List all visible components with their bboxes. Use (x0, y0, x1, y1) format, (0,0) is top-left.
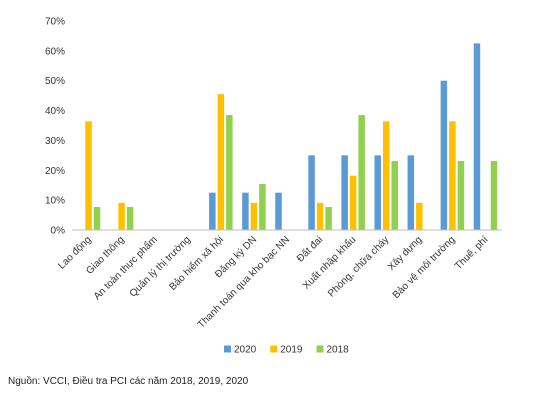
bar-2018 (226, 115, 233, 230)
bar-2019 (250, 202, 258, 230)
source-note: Nguồn: VCCI, Điều tra PCI các năm 2018, … (8, 376, 249, 387)
x-tick-label: Phòng, chữa cháy (326, 234, 391, 299)
y-tick-label: 50% (45, 76, 65, 87)
bar-2020 (242, 192, 249, 230)
bar-2019 (449, 121, 456, 230)
x-tick-label: Thuế, phí (452, 233, 491, 272)
bar-2018 (457, 161, 465, 230)
x-tick-label: Quản lý thị trường (128, 234, 193, 299)
bar-2020 (440, 80, 448, 230)
y-tick-label: 30% (45, 136, 65, 147)
y-tick-label: 60% (45, 46, 65, 57)
y-tick-label: 10% (45, 196, 65, 207)
bar-2020 (341, 155, 348, 230)
y-tick-label: 40% (45, 106, 65, 117)
bars (85, 43, 498, 231)
bar-2018 (126, 207, 134, 230)
bar-2020 (209, 192, 216, 230)
legend-swatch-2018 (316, 345, 324, 353)
bar-2020 (407, 155, 415, 230)
bar-2020 (275, 192, 282, 230)
bar-2019 (118, 202, 125, 230)
bar-2018 (490, 161, 498, 230)
legend-label-2020: 2020 (234, 345, 257, 356)
bar-2018 (259, 184, 266, 230)
legend: 2020 2019 2018 (224, 345, 349, 356)
bar-2019 (316, 202, 324, 230)
y-tick-label: 70% (45, 17, 65, 28)
y-tick-label: 20% (45, 166, 65, 177)
bar-2019 (416, 202, 423, 230)
bar-2018 (391, 161, 398, 230)
bar-2019 (382, 121, 390, 230)
bar-2020 (374, 155, 381, 230)
bar-2020 (473, 43, 481, 231)
bar-2019 (217, 94, 225, 231)
y-tick-label: 0% (51, 226, 66, 237)
y-axis: 0% 10% 20% 30% 40% 50% 60% 70% (45, 17, 65, 237)
bar-2019 (85, 121, 92, 230)
legend-swatch-2019 (270, 345, 278, 353)
bar-2019 (349, 175, 357, 230)
x-tick-label: Bảo vệ môi trường (391, 234, 458, 301)
bar-2018 (325, 207, 332, 230)
bar-2020 (308, 155, 315, 230)
legend-label-2018: 2018 (327, 345, 350, 356)
legend-label-2019: 2019 (280, 345, 303, 356)
x-tick-label: An toàn thực phẩm (91, 234, 160, 303)
x-tick-label: Đất đai (294, 234, 325, 265)
bar-2018 (93, 207, 101, 230)
bar-2018 (358, 115, 365, 230)
legend-swatch-2020 (224, 345, 231, 353)
